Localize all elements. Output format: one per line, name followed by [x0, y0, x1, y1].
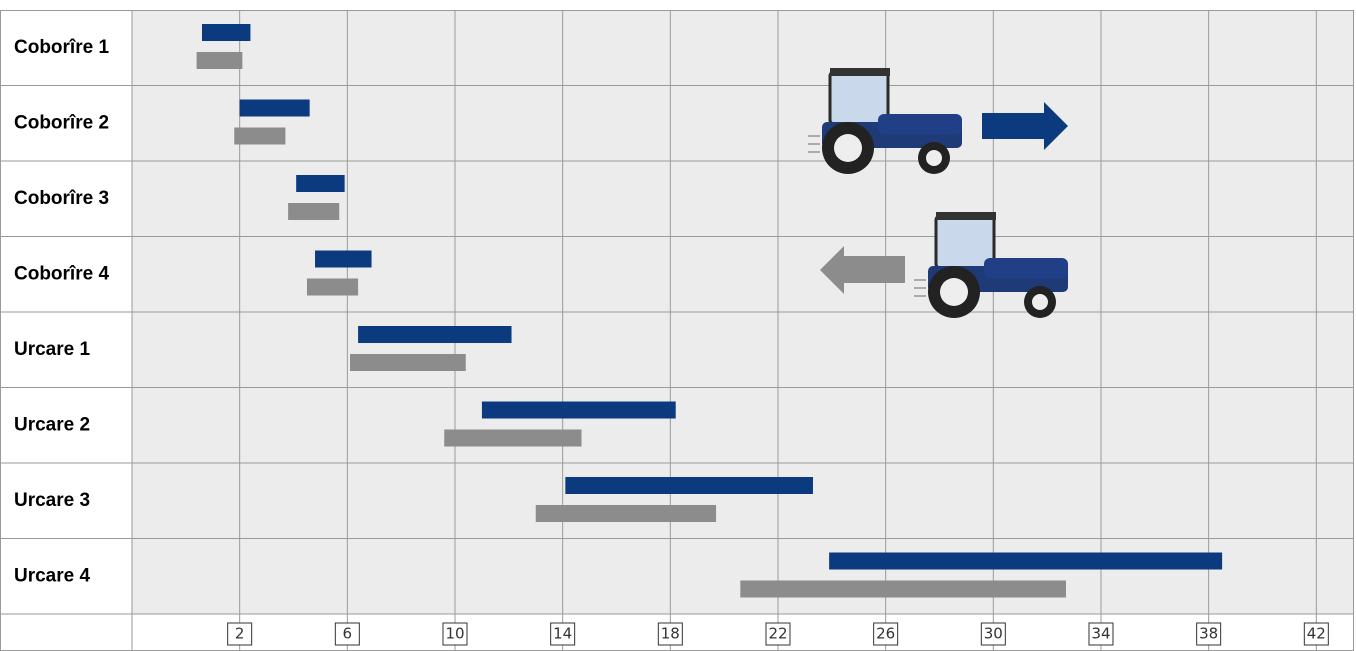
bar: [350, 354, 466, 371]
bar: [829, 552, 1223, 570]
category-label: Urcare 1: [14, 339, 90, 360]
x-tick-label: 42: [1307, 625, 1326, 643]
x-tick-label: 38: [1199, 625, 1218, 643]
category-label: Coborîre 2: [14, 112, 109, 133]
bar: [239, 99, 310, 117]
tick-box: [227, 622, 253, 646]
tractor-backward: [914, 212, 1068, 318]
tick-box: [550, 622, 576, 646]
x-tick-label: 6: [343, 625, 353, 643]
arrow-right: [982, 102, 1068, 150]
arrow-left: [820, 246, 905, 294]
bar: [196, 52, 243, 69]
category-label: Urcare 3: [14, 490, 90, 511]
bar: [315, 250, 372, 268]
category-label: Coborîre 1: [14, 37, 109, 58]
x-tick-label: 10: [445, 625, 464, 643]
tick-box: [1196, 622, 1222, 646]
tick-box: [1303, 622, 1329, 646]
category-label: Urcare 2: [14, 414, 90, 435]
bar: [201, 24, 251, 41]
bar: [288, 203, 340, 220]
bar: [740, 580, 1066, 598]
bar: [358, 326, 512, 343]
bar: [535, 505, 717, 522]
tick-box: [657, 622, 683, 646]
category-label: Coborîre 4: [14, 263, 109, 284]
bar: [296, 175, 345, 192]
tick-box: [442, 622, 468, 646]
category-label: Coborîre 3: [14, 188, 109, 209]
tick-box: [873, 622, 899, 646]
bar: [444, 429, 582, 447]
x-tick-label: 18: [661, 625, 680, 643]
x-tick-label: 14: [553, 625, 572, 643]
tick-box: [765, 622, 791, 646]
bar: [481, 401, 676, 419]
x-tick-label: 34: [1091, 625, 1110, 643]
category-label: Urcare 4: [14, 565, 90, 586]
bar: [234, 127, 286, 145]
bar: [565, 477, 813, 494]
x-tick-label: 26: [876, 625, 895, 643]
tractor-forward: [808, 68, 962, 174]
tick-box: [980, 622, 1006, 646]
x-tick-label: 2: [235, 625, 245, 643]
x-tick-label: 22: [768, 625, 787, 643]
tick-box: [1088, 622, 1114, 646]
bar: [306, 278, 359, 296]
x-tick-label: 30: [984, 625, 1003, 643]
tick-box: [334, 622, 360, 646]
